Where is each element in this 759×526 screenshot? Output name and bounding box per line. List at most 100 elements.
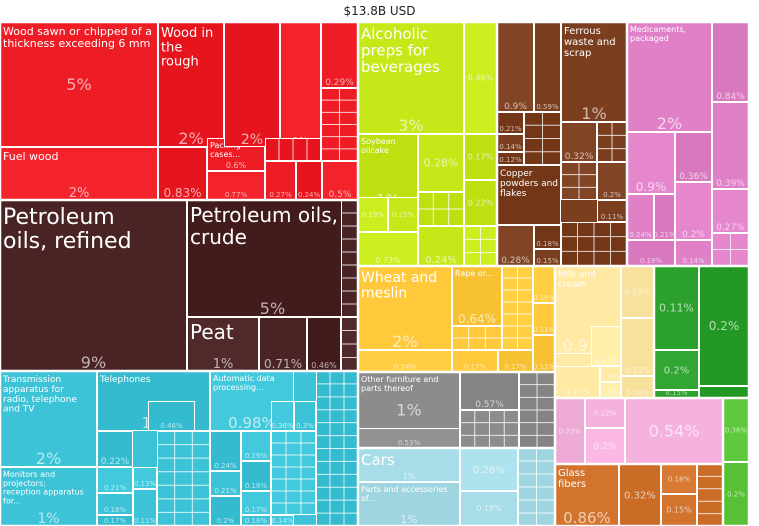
tile-machines-5[interactable]	[271, 401, 294, 431]
tile-machines-19[interactable]	[210, 496, 241, 526]
tile-transmission-apparatus-for-radio-telephone-and-tv[interactable]	[0, 371, 97, 467]
tile-stone-and-glass-3[interactable]	[661, 494, 697, 526]
group-plastics-and-rubbers: 0.11% 0.2% 0.2% 0.15%	[653, 265, 750, 399]
tile-stone-and-glass-1[interactable]	[619, 464, 661, 526]
tile-foodstuffs-6[interactable]	[388, 197, 418, 232]
tile-fuel-wood-label: Fuel wood	[3, 150, 58, 163]
tile-foodstuffs-5-pct: 0.19%	[362, 211, 385, 219]
tile-fuel-wood[interactable]	[0, 147, 158, 200]
tile-machines-13[interactable]	[210, 431, 241, 471]
tile-metals-8[interactable]	[597, 162, 627, 200]
tile-stone-and-glass-2[interactable]	[661, 464, 697, 494]
tile-machines-9[interactable]	[97, 493, 133, 515]
tile-mineral-fuels-3[interactable]	[259, 317, 307, 371]
tile-machines-14[interactable]	[241, 431, 271, 461]
tile-chemicals-1[interactable]	[712, 22, 749, 102]
tile-foodstuffs-9[interactable]	[418, 226, 464, 266]
tile-machines-16[interactable]	[241, 461, 271, 491]
tile-chemicals-7[interactable]	[654, 194, 675, 240]
tile-metals-3[interactable]	[534, 22, 561, 112]
tile-chemicals-4[interactable]	[675, 132, 712, 182]
tile-wood-7[interactable]	[224, 22, 280, 147]
tile-chemicals-2[interactable]	[627, 132, 675, 194]
tile-plastics-and-rubbers-0[interactable]	[654, 266, 699, 350]
tile-textiles-0-pct: 0.22%	[594, 409, 617, 417]
tile-metals-5[interactable]	[561, 122, 597, 162]
tile-wood-sawn-or-chipped-of-a-thickness-exceeding-6-mm[interactable]	[0, 22, 158, 147]
tile-mineral-fuels-4[interactable]	[307, 317, 341, 371]
tile-chemicals-6[interactable]	[627, 194, 654, 240]
tile-ferrous-waste-and-scrap[interactable]	[561, 22, 627, 122]
tile-miscellaneous-1[interactable]	[460, 372, 519, 410]
tile-metals-10[interactable]	[534, 225, 561, 249]
tile-chemicals-3[interactable]	[712, 102, 749, 189]
tile-animal-products-3[interactable]	[600, 366, 621, 382]
tile-chemicals-3-pct: 0.39%	[716, 179, 745, 189]
tile-petroleum-oils-crude[interactable]	[187, 200, 358, 317]
tile-rape-or[interactable]	[452, 266, 502, 326]
tile-textiles-2[interactable]	[585, 428, 625, 464]
tile-monitors-and-projectors-reception-apparatus-for-pct: 1%	[37, 511, 59, 526]
tile-plastics-and-rubbers-4[interactable]	[699, 386, 749, 398]
tile-vegetable-products-2-pct: 0.18%	[533, 294, 556, 302]
tile-machines-21[interactable]	[157, 431, 210, 526]
tile-wood-11[interactable]	[322, 161, 358, 200]
tile-machines-7[interactable]	[97, 431, 133, 467]
tile-vegetable-products-5-pct: 0.24%	[394, 363, 417, 371]
tile-transportation-2[interactable]	[460, 448, 518, 491]
tile-foodstuffs-7[interactable]	[464, 180, 497, 226]
tile-wheat-and-meslin-pct: 2%	[392, 332, 417, 351]
tile-machines-4[interactable]	[148, 401, 195, 431]
tile-animal-products-7[interactable]	[621, 318, 654, 376]
tile-machines-15[interactable]	[210, 471, 241, 496]
tile-chemicals-10-pct: 0.19%	[640, 257, 663, 265]
tile-metals-2[interactable]	[497, 22, 534, 112]
tile-mineral-fuels-3-pct: 0.71%	[264, 357, 302, 371]
tile-machines-11[interactable]	[133, 467, 157, 489]
tile-animal-products-2[interactable]	[591, 326, 621, 366]
tile-monitors-and-projectors-reception-apparatus-for[interactable]	[0, 467, 97, 526]
tile-animal-products-6-pct: 0.15%	[565, 388, 591, 397]
tile-copper-powders-and-flakes[interactable]	[497, 165, 561, 225]
tile-wood-in-the-rough[interactable]	[158, 22, 224, 147]
tile-alcoholic-preps-for-beverages[interactable]	[358, 22, 464, 134]
tile-machines-18-pct: 0.16%	[245, 517, 268, 525]
tile-textiles-3[interactable]	[625, 398, 723, 464]
tile-machines-8[interactable]	[97, 467, 133, 493]
tile-machines-8-pct: 0.21%	[104, 484, 127, 492]
tile-transportation-3[interactable]	[460, 491, 518, 526]
group-chemicals: Medicaments, packaged 2% 0.84% 0.9% 0.39% 0.36…	[626, 22, 750, 267]
tile-stone-and-glass-4[interactable]	[697, 464, 723, 526]
tile-glass-fibers[interactable]	[555, 464, 619, 526]
tile-petroleum-oils-refined[interactable]	[0, 200, 187, 371]
tile-mineral-fuels-6[interactable]	[341, 200, 358, 317]
tile-wood-9-pct: 0.27%	[269, 191, 292, 199]
tile-wood-10[interactable]	[296, 161, 322, 200]
tile-automatic-data-processing-pct: 0.98%	[228, 414, 276, 432]
group-machines: Transmission apparatus for radio, telephon…	[0, 370, 359, 526]
tile-wood-sawn-or-chipped-of-a-thickness-exceeding-6-mm-label: Wood sawn or chipped of a thickness excee…	[3, 25, 152, 50]
tile-plastics-and-rubbers-0-pct: 0.11%	[659, 302, 694, 315]
tile-machines-23[interactable]	[271, 431, 316, 515]
tile-foodstuffs-3[interactable]	[418, 134, 464, 192]
tile-foodstuffs-5[interactable]	[358, 197, 388, 232]
group-border-mineral-fuels	[0, 199, 359, 372]
tile-chemicals-9[interactable]	[675, 240, 712, 266]
tile-chemicals-8[interactable]	[675, 182, 712, 240]
tile-textiles-0[interactable]	[585, 398, 625, 428]
group-other: 0.36% 0.2%	[722, 397, 750, 526]
tile-wheat-and-meslin[interactable]	[358, 266, 452, 350]
tile-plastics-and-rubbers-1[interactable]	[699, 266, 749, 386]
header-bar	[0, 0, 759, 22]
tile-transmission-apparatus-for-radio-telephone-and-tv-pct: 2%	[36, 449, 61, 468]
tile-wood-6[interactable]	[321, 22, 358, 88]
tile-transportation-2-pct: 0.26%	[473, 465, 505, 476]
tile-wood-8[interactable]	[280, 22, 321, 147]
tile-glass-fibers-label: Glass fibers	[558, 468, 586, 490]
tile-machines-6[interactable]	[294, 401, 316, 431]
tile-peat[interactable]	[187, 317, 259, 371]
tile-metals-4-pct: 0.21%	[499, 125, 522, 133]
tile-wood-10-pct: 0.24%	[298, 191, 321, 199]
tile-machines-17[interactable]	[241, 491, 271, 515]
tile-medicaments-packaged[interactable]	[627, 22, 712, 132]
